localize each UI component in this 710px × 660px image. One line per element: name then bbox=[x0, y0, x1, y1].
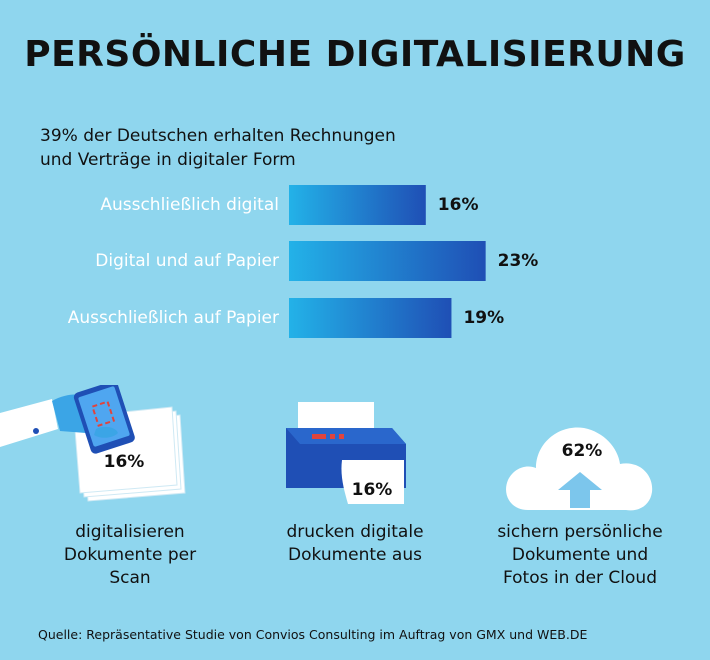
stat-print-value: 16% bbox=[351, 480, 393, 500]
stat-scan-value: 16% bbox=[103, 452, 145, 472]
bar-value-label: 16% bbox=[437, 195, 479, 215]
stat-print-description: drucken digitale Dokumente aus bbox=[255, 521, 455, 567]
stat-scan-description: digitalisieren Dokumente per Scan bbox=[30, 521, 230, 590]
desc-line: drucken digitale bbox=[286, 522, 424, 542]
chart-subtitle: 39% der Deutschen erhalten Rechnungen un… bbox=[40, 124, 540, 172]
bar-value-label: 19% bbox=[463, 308, 505, 328]
bar-category-label: Digital und auf Papier bbox=[95, 251, 279, 271]
bar-3 bbox=[289, 298, 452, 338]
bar-chart bbox=[289, 185, 486, 338]
desc-line: Dokumente und bbox=[511, 545, 649, 565]
stat-cloud-value: 62% bbox=[561, 441, 603, 461]
desc-line: sichern persönliche bbox=[497, 522, 663, 542]
bar-category-label: Ausschließlich auf Papier bbox=[67, 308, 279, 328]
bar-2 bbox=[289, 241, 486, 281]
desc-line: Dokumente aus bbox=[288, 545, 422, 565]
desc-line: Dokumente per bbox=[63, 545, 197, 565]
printer-icon bbox=[286, 402, 406, 504]
bar-category-label: Ausschließlich digital bbox=[100, 195, 279, 215]
page-title: PERSÖNLICHE DIGITALISIERUNG bbox=[24, 34, 686, 75]
subtitle-line-1: 39% der Deutschen erhalten Rechnungen bbox=[40, 126, 396, 146]
phone-scan-icon bbox=[0, 385, 186, 502]
stat-cloud-description: sichern persönliche Dokumente und Fotos … bbox=[470, 521, 690, 590]
bar-1 bbox=[289, 185, 426, 225]
desc-line: Fotos in der Cloud bbox=[502, 568, 657, 588]
cloud-upload-icon bbox=[506, 427, 653, 511]
subtitle-line-2: und Verträge in digitaler Form bbox=[40, 150, 296, 170]
desc-line: digitalisieren bbox=[75, 522, 185, 542]
source-note: Quelle: Repräsentative Studie von Convio… bbox=[38, 627, 588, 642]
bar-value-label: 23% bbox=[497, 251, 539, 271]
desc-line: Scan bbox=[109, 568, 151, 588]
